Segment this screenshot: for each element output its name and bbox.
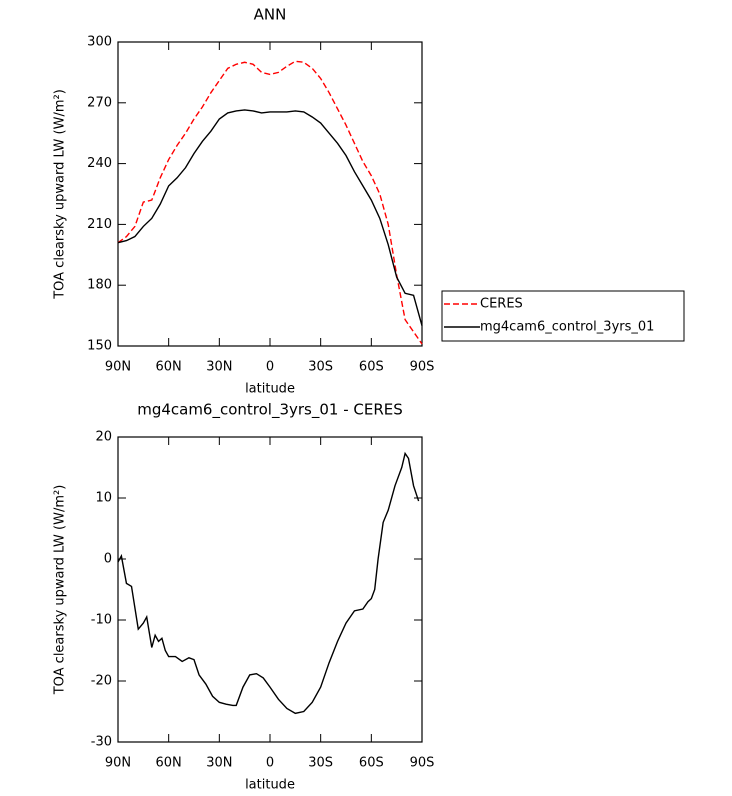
y-tick-label: 0: [104, 552, 112, 567]
x-tick-label: 30S: [308, 360, 333, 375]
x-tick-label: 90N: [105, 360, 131, 375]
y-tick-label: 20: [95, 430, 112, 445]
x-tick-label: 60N: [156, 756, 182, 771]
y-tick-label: -20: [91, 674, 112, 689]
y-axis-label: TOA clearsky upward LW (W/m²): [53, 89, 68, 300]
chart-title: ANN: [254, 6, 287, 24]
y-tick-label: -30: [91, 735, 112, 750]
data-line: [117, 60, 423, 345]
y-tick-label: 210: [87, 217, 112, 232]
x-axis-label: latitude: [245, 382, 295, 397]
legend-label: mg4cam6_control_3yrs_01: [480, 320, 654, 335]
plot-frame: [117, 436, 423, 743]
plot-frame: [117, 41, 423, 347]
y-tick-label: 240: [87, 156, 112, 171]
legend-label: CERES: [480, 297, 523, 312]
data-line: [117, 451, 420, 715]
x-tick-label: 30S: [308, 756, 333, 771]
x-axis-label: latitude: [245, 778, 295, 793]
y-tick-label: 10: [95, 491, 112, 506]
x-tick-label: 60N: [156, 360, 182, 375]
y-tick-label: 300: [87, 35, 112, 50]
x-tick-label: 90N: [105, 756, 131, 771]
data-line: [117, 109, 423, 326]
x-tick-label: 0: [266, 756, 274, 771]
y-tick-label: 150: [87, 339, 112, 354]
y-tick-label: -10: [91, 613, 112, 628]
y-tick-label: 180: [87, 278, 112, 293]
y-tick-label: 270: [87, 95, 112, 110]
x-tick-label: 90S: [410, 756, 435, 771]
x-tick-label: 30N: [206, 360, 232, 375]
y-axis-label: TOA clearsky upward LW (W/m²): [53, 485, 68, 696]
x-tick-label: 60S: [359, 756, 384, 771]
chart-title: mg4cam6_control_3yrs_01 - CERES: [137, 401, 403, 420]
x-tick-label: 0: [266, 360, 274, 375]
legend-box: [441, 290, 685, 342]
x-tick-label: 90S: [410, 360, 435, 375]
x-tick-label: 30N: [206, 756, 232, 771]
x-tick-label: 60S: [359, 360, 384, 375]
